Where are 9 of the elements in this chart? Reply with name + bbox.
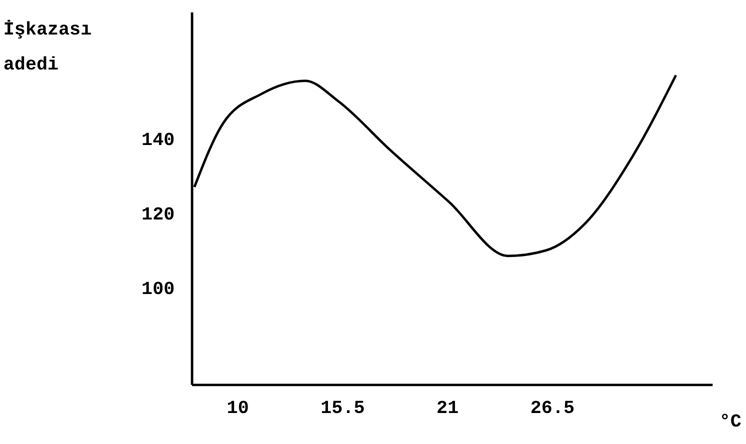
x-tick-label: 15.5 <box>320 398 365 419</box>
y-tick-label: 120 <box>142 204 175 226</box>
x-tick-label: 10 <box>226 398 249 419</box>
x-tick-label: 26.5 <box>530 398 575 419</box>
x-tick-label: 21 <box>436 398 459 419</box>
x-axis-title: °C <box>719 412 742 433</box>
y-axis-title: İşkazası adedi <box>3 20 92 76</box>
y-tick-label: 100 <box>142 278 175 300</box>
y-tick-label: 140 <box>142 130 175 151</box>
